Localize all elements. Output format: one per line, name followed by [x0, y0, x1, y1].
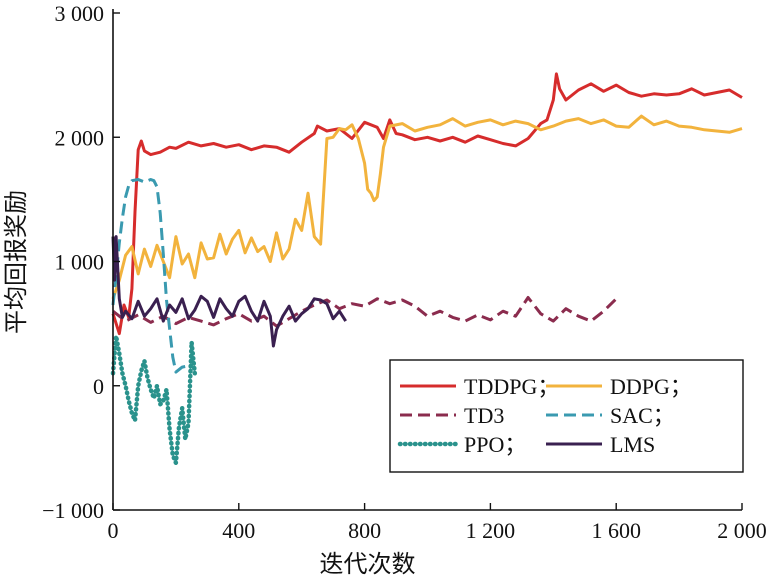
legend-label-5: LMS	[610, 432, 655, 457]
x-tick-label: 800	[348, 518, 381, 543]
y-axis-title: 平均回报奖励	[3, 190, 30, 334]
series-line-5	[111, 235, 347, 348]
x-tick-label: 0	[108, 518, 119, 543]
y-tick-label: 0	[93, 374, 104, 399]
y-tick-label: −1 000	[42, 498, 104, 523]
series-line-1	[111, 114, 743, 300]
series-line-4	[110, 333, 198, 466]
x-tick-label: 1 200	[466, 518, 516, 543]
legend-label-3: SAC；	[610, 403, 675, 428]
y-tick-label: 3 000	[55, 1, 105, 26]
y-tick-label: 1 000	[55, 250, 105, 275]
x-tick-label: 1 600	[591, 518, 641, 543]
series-line-3	[111, 178, 189, 374]
x-axis-title: 迭代次数	[320, 551, 416, 578]
series-line-0	[111, 72, 743, 336]
legend-label-2: TD3	[464, 403, 504, 428]
legend-label-1: DDPG；	[610, 374, 692, 399]
y-tick-label: 2 000	[55, 125, 105, 150]
x-tick-label: 400	[222, 518, 255, 543]
series-line-2	[112, 296, 618, 328]
x-tick-label: 2 000	[717, 518, 767, 543]
legend-label-0: TDDPG；	[464, 374, 559, 399]
plot-series-group	[110, 72, 743, 466]
legend: TDDPG； DDPG； TD3 SAC； PPO； LMS	[389, 359, 744, 473]
legend-label-4: PPO；	[464, 432, 526, 457]
